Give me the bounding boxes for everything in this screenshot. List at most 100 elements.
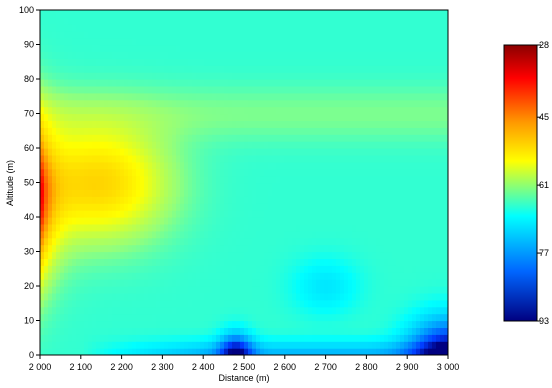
heatmap-cell	[236, 65, 241, 73]
heatmap-cell	[328, 210, 333, 218]
heatmap-cell	[236, 189, 241, 197]
heatmap-cell	[268, 44, 273, 52]
heatmap-cell	[292, 30, 297, 39]
heatmap-cell	[308, 348, 313, 355]
heatmap-cell	[292, 265, 297, 273]
heatmap-cell	[136, 299, 141, 308]
heatmap-cell	[348, 182, 353, 190]
heatmap-cell	[204, 127, 209, 135]
heatmap-cell	[100, 327, 105, 335]
heatmap-cell	[192, 334, 197, 342]
heatmap-cell	[292, 279, 297, 287]
heatmap-cell	[220, 120, 225, 128]
heatmap-cell	[96, 320, 101, 328]
heatmap-cell	[372, 79, 377, 87]
heatmap-cell	[384, 244, 389, 253]
heatmap-cell	[272, 320, 277, 328]
heatmap-cell	[236, 313, 241, 322]
heatmap-cell	[88, 258, 93, 266]
heatmap-cell	[236, 58, 241, 66]
heatmap-cell	[216, 299, 221, 308]
heatmap-cell	[276, 313, 281, 322]
heatmap-cell	[412, 58, 417, 66]
heatmap-cell	[140, 168, 145, 177]
heatmap-cell	[88, 279, 93, 287]
heatmap-cell	[256, 292, 261, 301]
heatmap-cell	[92, 37, 97, 46]
heatmap-cell	[264, 30, 269, 39]
heatmap-cell	[156, 65, 161, 73]
heatmap-cell	[232, 217, 237, 225]
heatmap-cell	[420, 134, 425, 142]
heatmap-cell	[376, 120, 381, 128]
heatmap-cell	[428, 341, 433, 349]
heatmap-cell	[68, 320, 73, 328]
heatmap-cell	[92, 99, 97, 108]
heatmap-cell	[88, 286, 93, 294]
heatmap-cell	[272, 58, 277, 66]
heatmap-cell	[156, 16, 161, 25]
heatmap-cell	[116, 10, 121, 18]
heatmap-cell	[184, 251, 189, 259]
heatmap-cell	[56, 334, 61, 342]
heatmap-cell	[52, 258, 57, 266]
heatmap-cell	[380, 334, 385, 342]
heatmap-cell	[412, 10, 417, 18]
heatmap-cell	[216, 237, 221, 246]
heatmap-cell	[44, 127, 49, 135]
heatmap-cell	[356, 286, 361, 294]
heatmap-cell	[300, 154, 305, 163]
heatmap-cell	[204, 51, 209, 59]
heatmap-cell	[272, 217, 277, 225]
heatmap-cell	[428, 58, 433, 66]
heatmap-cell	[76, 99, 81, 108]
heatmap-cell	[104, 210, 109, 218]
heatmap-cell	[256, 134, 261, 142]
heatmap-cell	[136, 44, 141, 52]
heatmap-cell	[428, 113, 433, 121]
heatmap-cell	[260, 286, 265, 294]
heatmap-cell	[332, 175, 337, 184]
heatmap-cell	[236, 348, 241, 355]
heatmap-cell	[168, 196, 173, 204]
heatmap-cell	[212, 10, 217, 18]
heatmap-cell	[388, 182, 393, 190]
heatmap-cell	[148, 203, 153, 211]
heatmap-cell	[244, 306, 249, 315]
heatmap-cell	[136, 341, 141, 349]
heatmap-cell	[280, 79, 285, 87]
heatmap-cell	[96, 51, 101, 59]
heatmap-cell	[332, 196, 337, 204]
heatmap-cell	[188, 251, 193, 259]
heatmap-cell	[148, 237, 153, 246]
heatmap-cell	[148, 341, 153, 349]
heatmap-cell	[60, 16, 65, 25]
heatmap-cell	[52, 272, 57, 280]
heatmap-cell	[120, 141, 125, 149]
heatmap-cell	[200, 106, 205, 115]
heatmap-cell	[432, 244, 437, 253]
heatmap-cell	[108, 306, 113, 315]
heatmap-cell	[156, 127, 161, 135]
heatmap-cell	[296, 182, 301, 190]
heatmap-cell	[344, 85, 349, 94]
heatmap-cell	[424, 210, 429, 218]
heatmap-cell	[392, 168, 397, 177]
heatmap-cell	[284, 334, 289, 342]
heatmap-cell	[164, 230, 169, 239]
heatmap-cell	[364, 79, 369, 87]
heatmap-cell	[388, 265, 393, 273]
heatmap-cell	[44, 251, 49, 259]
heatmap-cell	[388, 327, 393, 335]
heatmap-cell	[208, 306, 213, 315]
heatmap-cell	[296, 196, 301, 204]
heatmap-cell	[356, 92, 361, 101]
heatmap-cell	[396, 51, 401, 59]
heatmap-cell	[244, 120, 249, 128]
heatmap-cell	[352, 320, 357, 328]
heatmap-cell	[156, 23, 161, 32]
heatmap-cell	[400, 99, 405, 108]
heatmap-cell	[288, 99, 293, 108]
heatmap-cell	[72, 168, 77, 177]
heatmap-cell	[128, 223, 133, 232]
